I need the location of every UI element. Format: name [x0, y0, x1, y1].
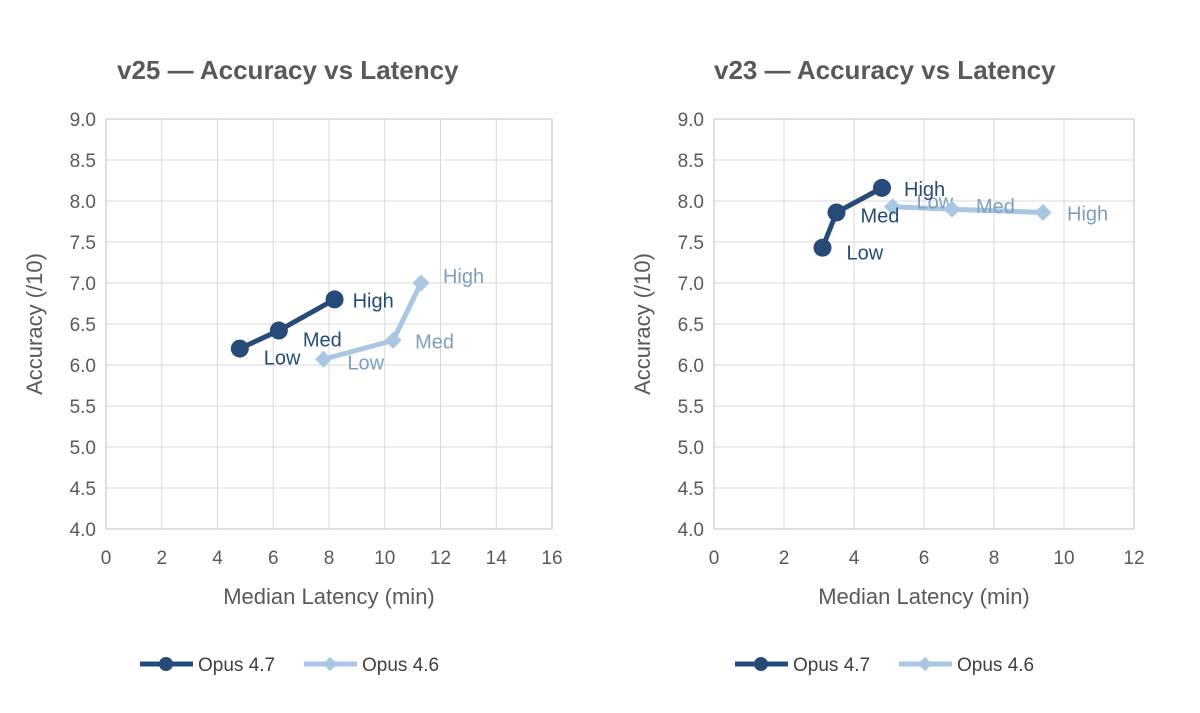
chart-title: v23 — Accuracy vs Latency: [714, 55, 1056, 85]
chart-title: v25 — Accuracy vs Latency: [117, 55, 459, 85]
y-tick-label: 6.0: [678, 356, 704, 377]
data-label-opus-4-6: High: [443, 266, 484, 288]
data-label-opus-4-6: Med: [976, 196, 1015, 218]
y-tick-label: 8.5: [70, 151, 96, 172]
y-tick-label: 7.5: [70, 233, 96, 254]
data-point-opus-4-6[interactable]: [384, 331, 402, 349]
y-tick-label: 6.5: [678, 315, 704, 336]
y-tick-label: 8.5: [678, 151, 704, 172]
legend: Opus 4.7 Opus 4.6: [735, 655, 1034, 676]
data-label-opus-4-6: Med: [415, 331, 454, 353]
y-tick-label: 4.0: [70, 520, 96, 541]
y-tick-label: 4.5: [70, 479, 96, 500]
data-label-opus-4-6: Low: [917, 192, 954, 214]
data-point-opus-4-7[interactable]: [269, 321, 288, 340]
data-label-opus-4-7: Low: [264, 348, 301, 370]
legend-marker-opus-4-6: [322, 656, 338, 672]
x-axis-label: Median Latency (min): [223, 584, 435, 609]
legend-marker-opus-4-7: [754, 657, 768, 671]
data-point-opus-4-7[interactable]: [813, 238, 832, 257]
data-point-opus-4-7[interactable]: [325, 290, 344, 309]
y-tick-label: 7.0: [70, 274, 96, 295]
data-label-opus-4-6: High: [1067, 203, 1108, 225]
legend-item-opus-4-7[interactable]: Opus 4.7: [140, 655, 275, 676]
tick-labels: 4.0 4.5 5.0 5.5 6.0 6.5 7.0 7.5 8.0 8.5 9.0 0 2 4 6 8 10…: [678, 110, 1145, 569]
data-point-opus-4-6[interactable]: [943, 200, 961, 218]
data-label-opus-4-7: High: [353, 290, 394, 312]
tick-labels: 4.0 4.5 5.0 5.5 6.0 6.5 7.0 7.5 8.0 8.5 9.0 0 2 4 6 8 10…: [70, 110, 563, 569]
data-point-opus-4-7[interactable]: [827, 203, 846, 222]
x-tick-label: 4: [212, 548, 223, 569]
y-tick-label: 9.0: [678, 110, 704, 131]
data-label-opus-4-7: Med: [303, 330, 342, 352]
x-tick-label: 14: [486, 548, 508, 569]
x-tick-label: 6: [268, 548, 279, 569]
plot-area: [105, 118, 553, 530]
gridlines: [105, 118, 553, 530]
x-tick-label: 12: [430, 548, 451, 569]
y-tick-label: 6.5: [70, 315, 96, 336]
y-tick-label: 6.0: [70, 356, 96, 377]
x-tick-label: 10: [374, 548, 395, 569]
y-tick-label: 9.0: [70, 110, 96, 131]
legend-marker-opus-4-7: [159, 657, 173, 671]
legend-label-opus-4-7: Opus 4.7: [198, 655, 275, 676]
y-tick-label: 8.0: [678, 192, 704, 213]
legend-item-opus-4-6[interactable]: Opus 4.6: [899, 655, 1034, 676]
chart-v23: v23 — Accuracy vs Latency 4.0 4.5 5.0 5.5 6.…: [630, 55, 1145, 676]
data-point-opus-4-6[interactable]: [1034, 203, 1052, 221]
x-tick-label: 10: [1053, 548, 1074, 569]
x-tick-label: 6: [919, 548, 930, 569]
x-tick-label: 16: [541, 548, 562, 569]
plot-area: [713, 118, 1135, 530]
data-point-opus-4-7[interactable]: [873, 178, 891, 197]
x-tick-label: 0: [101, 548, 112, 569]
y-tick-label: 7.0: [678, 274, 704, 295]
chart-v25: v25 — Accuracy vs Latency 4.0 4.5 5.0 5.5 6.…: [22, 55, 563, 676]
data-point-opus-4-6[interactable]: [412, 274, 430, 292]
series-line-opus-4-6: [892, 204, 1044, 215]
y-tick-label: 4.0: [678, 520, 704, 541]
x-tick-label: 4: [849, 548, 860, 569]
y-axis-label: Accuracy (/10): [22, 253, 47, 395]
data-label-opus-4-7: High: [904, 179, 945, 201]
x-tick-label: 12: [1123, 548, 1144, 569]
y-tick-label: 8.0: [70, 192, 96, 213]
y-tick-label: 5.0: [678, 438, 704, 459]
data-label-opus-4-7: Low: [847, 243, 884, 265]
data-point-opus-4-6[interactable]: [314, 350, 332, 368]
legend-label-opus-4-7: Opus 4.7: [793, 655, 870, 676]
x-tick-label: 2: [156, 548, 167, 569]
x-tick-label: 2: [779, 548, 790, 569]
x-axis-label: Median Latency (min): [818, 584, 1030, 609]
legend-marker-opus-4-6: [917, 656, 933, 672]
legend: Opus 4.7 Opus 4.6: [140, 655, 439, 676]
y-tick-label: 5.5: [678, 397, 704, 418]
legend-item-opus-4-7[interactable]: Opus 4.7: [735, 655, 870, 676]
y-axis-label: Accuracy (/10): [630, 253, 655, 395]
x-tick-label: 8: [989, 548, 1000, 569]
data-point-opus-4-6[interactable]: [884, 198, 901, 216]
legend-label-opus-4-6: Opus 4.6: [362, 655, 439, 676]
y-tick-label: 7.5: [678, 233, 704, 254]
y-tick-label: 4.5: [678, 479, 704, 500]
data-label-opus-4-7: Med: [861, 205, 900, 227]
data-label-opus-4-6: Low: [347, 352, 384, 374]
legend-item-opus-4-6[interactable]: Opus 4.6: [304, 655, 439, 676]
x-tick-label: 0: [709, 548, 720, 569]
data-point-opus-4-7[interactable]: [230, 339, 249, 358]
y-tick-label: 5.0: [70, 438, 96, 459]
x-tick-label: 8: [324, 548, 335, 569]
legend-label-opus-4-6: Opus 4.6: [957, 655, 1034, 676]
y-tick-label: 5.5: [70, 397, 96, 418]
